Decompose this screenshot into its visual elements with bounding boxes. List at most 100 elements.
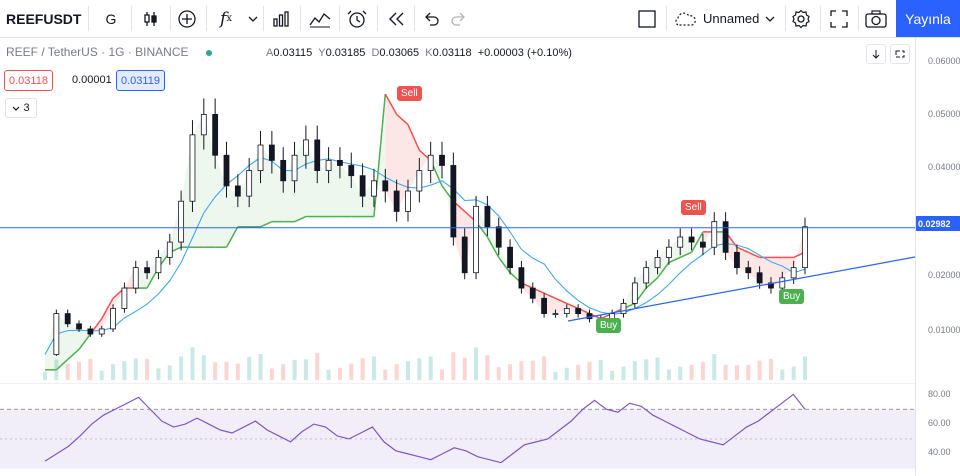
- volume-bar: [655, 357, 660, 380]
- replay-icon[interactable]: [385, 0, 407, 37]
- volume-bar: [371, 356, 376, 380]
- supertrend-fill: [339, 165, 352, 217]
- maximize-pane-button[interactable]: [890, 44, 910, 64]
- interval-selector[interactable]: G: [105, 10, 117, 27]
- low-value: 0.03065: [379, 47, 420, 59]
- supertrend-fill: [67, 323, 80, 360]
- supertrend-fill: [419, 150, 431, 171]
- candle-body: [427, 154, 434, 171]
- supertrend-line: [294, 215, 307, 223]
- layout-name-menu[interactable]: Unnamed: [673, 0, 785, 37]
- candle-body: [121, 287, 128, 309]
- gear-icon[interactable]: [790, 0, 812, 37]
- volume-bar: [768, 358, 773, 380]
- symbol-search[interactable]: REEFUSDT: [6, 10, 82, 27]
- supertrend-line: [656, 262, 670, 279]
- supertrend-line: [396, 113, 409, 126]
- candles-icon[interactable]: [140, 0, 162, 37]
- publish-button[interactable]: Yayınla: [896, 0, 960, 37]
- bar-chart-icon[interactable]: [270, 0, 292, 37]
- indicators-collapse-toggle[interactable]: 3: [5, 98, 37, 118]
- add-icon[interactable]: [176, 0, 198, 37]
- bid-price[interactable]: 0.03118: [4, 70, 53, 91]
- volume-bar: [610, 370, 615, 380]
- candle-body: [802, 226, 808, 269]
- candle-body: [155, 257, 162, 274]
- volume-bar: [587, 361, 592, 380]
- volume-bar: [485, 355, 490, 380]
- candle-body: [688, 236, 695, 243]
- supertrend-line: [747, 251, 760, 259]
- layout-icon[interactable]: [636, 0, 658, 37]
- volume-bar: [315, 352, 320, 380]
- open-value: 0.03115: [273, 47, 313, 59]
- supertrend-line: [645, 277, 659, 289]
- supertrend-line: [55, 359, 69, 371]
- scroll-down-button[interactable]: [866, 44, 886, 64]
- sell-signal: Sell: [681, 200, 706, 215]
- templates-icon[interactable]: [308, 0, 332, 37]
- volume-bar: [122, 361, 127, 380]
- candle-body: [529, 287, 536, 299]
- supertrend-line: [736, 246, 749, 253]
- price-tick: 0.05000: [928, 109, 960, 119]
- fullscreen-icon[interactable]: [828, 0, 850, 37]
- price-chart[interactable]: [0, 38, 915, 382]
- volume-bar: [77, 361, 82, 380]
- ask-price[interactable]: 0.03119: [116, 70, 165, 91]
- toolbar-divider: [131, 6, 132, 31]
- candle-body: [382, 180, 389, 192]
- camera-icon[interactable]: [864, 0, 888, 37]
- candle-body: [745, 267, 752, 274]
- high-value: 0.03185: [325, 47, 366, 59]
- candle-body: [563, 308, 570, 315]
- candle-body: [110, 308, 116, 330]
- volume-bar: [224, 361, 229, 380]
- volume-bar: [462, 357, 467, 380]
- supertrend-fill: [351, 175, 363, 217]
- supertrend-line: [486, 236, 500, 258]
- supertrend-line: [67, 348, 80, 361]
- volume-bar: [542, 356, 547, 380]
- undo-icon[interactable]: [420, 0, 442, 37]
- volume-bar: [88, 358, 93, 380]
- supertrend-fill: [782, 257, 794, 278]
- open-label: A: [266, 47, 274, 59]
- volume-bar: [133, 358, 138, 380]
- candle-body: [268, 144, 275, 161]
- volume-bar: [213, 362, 218, 380]
- volume-bar: [247, 357, 252, 380]
- toolbar-divider: [666, 6, 667, 31]
- cloud-icon: [673, 11, 697, 27]
- status-dot: [205, 49, 212, 56]
- candle-body: [337, 159, 343, 166]
- redo-icon[interactable]: [448, 0, 470, 37]
- rsi-line: [44, 393, 806, 464]
- toolbar-divider: [820, 6, 821, 31]
- price-axis[interactable]: 0.06000 0.05000 0.04000 0.02000 0.01000 …: [915, 38, 960, 476]
- supertrend-fill: [328, 160, 340, 217]
- volume-bar: [303, 359, 308, 380]
- candle-body: [484, 205, 491, 228]
- moving-average-line: [44, 156, 806, 355]
- candle-body: [495, 226, 502, 248]
- volume-bar: [700, 361, 705, 380]
- spread-value: 0.00001: [72, 73, 112, 86]
- volume-bar: [666, 369, 671, 380]
- volume-bar: [190, 347, 195, 380]
- volume-bar: [757, 360, 762, 380]
- candle-body: [212, 114, 219, 156]
- volume-bar: [519, 361, 524, 380]
- price-tick: 0.02000: [928, 270, 960, 280]
- change-value: +0.00003 (+0.10%): [477, 47, 572, 59]
- candle-body: [643, 267, 650, 284]
- toolbar-divider: [377, 6, 378, 31]
- supertrend-fill: [271, 160, 284, 222]
- candle-body: [575, 308, 582, 315]
- low-label: D: [371, 47, 380, 59]
- chevron-down-icon[interactable]: [245, 0, 261, 37]
- alert-icon[interactable]: [346, 0, 370, 37]
- rsi-pane[interactable]: [0, 383, 915, 476]
